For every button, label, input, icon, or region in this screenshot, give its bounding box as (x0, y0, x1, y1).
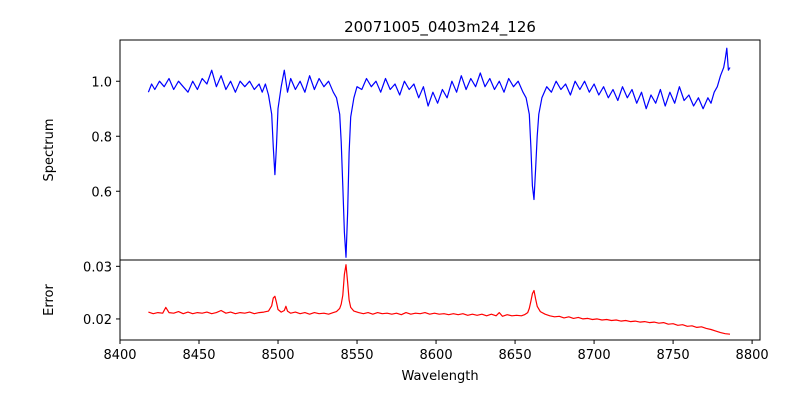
error-yticks: 0.02 0.03 (83, 260, 120, 328)
x-tick-label: 8800 (736, 348, 769, 363)
error-line-layer (148, 264, 731, 335)
spectrum-axes-frame (119, 39, 761, 261)
spectrum-line-layer (147, 47, 731, 258)
spectrum-ytick-label: 1.0 (91, 75, 112, 90)
x-tick-label: 8750 (657, 348, 690, 363)
spectrum-ytick-label: 0.8 (91, 130, 112, 145)
x-tick-label: 8400 (103, 348, 136, 363)
error-ytick-label: 0.03 (83, 260, 112, 275)
error-axes-frame (119, 259, 761, 341)
chart-title: 20071005_0403m24_126 (344, 18, 536, 37)
spectrum-yticks: 0.6 0.8 1.0 (91, 75, 120, 200)
error-ytick-label: 0.02 (83, 313, 112, 328)
spectrum-panel: 0.6 0.8 1.0 Spectrum (42, 39, 761, 261)
x-tick-label: 8650 (499, 348, 532, 363)
spectrum-ytick-label: 0.6 (91, 185, 112, 200)
x-tick-label: 8700 (578, 348, 611, 363)
error-series-line (148, 264, 731, 335)
error-ylabel: Error (42, 284, 57, 316)
x-tick-label: 8550 (340, 348, 373, 363)
x-tick-label: 8500 (261, 348, 294, 363)
x-tick-label: 8450 (182, 348, 215, 363)
spectrum-series-line (147, 47, 731, 258)
spectrum-ylabel: Spectrum (42, 119, 57, 182)
x-axis-ticks: 8400 8450 8500 8550 8600 8650 8700 8750 8800 (103, 340, 769, 363)
x-tick-label: 8600 (420, 348, 453, 363)
x-axis-label: Wavelength (401, 369, 478, 384)
error-panel: 0.02 0.03 Error (42, 259, 761, 341)
